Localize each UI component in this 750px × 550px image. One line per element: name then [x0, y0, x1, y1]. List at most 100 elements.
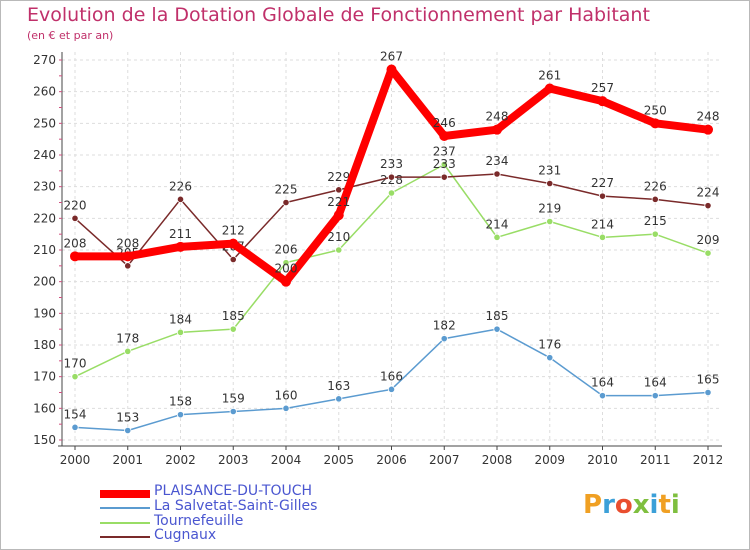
- data-point-salvetat: [124, 426, 132, 435]
- data-label-cugnaux: 229: [327, 170, 350, 184]
- data-point-cugnaux: [176, 195, 185, 203]
- legend-swatch-cugnaux: [100, 536, 150, 538]
- data-label-tournefeuille: 214: [591, 217, 614, 231]
- data-point-tournefeuille: [176, 328, 185, 336]
- data-label-cugnaux: 227: [591, 176, 614, 190]
- data-label-salvetat: 153: [116, 411, 139, 425]
- data-label-cugnaux: 220: [64, 198, 87, 212]
- data-label-salvetat: 166: [380, 369, 403, 383]
- data-label-tournefeuille: 185: [222, 309, 245, 323]
- data-point-plaisance: [70, 251, 80, 262]
- y-tick-label: 230: [33, 180, 56, 194]
- data-point-cugnaux: [704, 202, 712, 210]
- x-tick-label: 2011: [640, 453, 671, 467]
- data-label-tournefeuille: 215: [644, 214, 667, 228]
- data-point-salvetat: [651, 392, 659, 400]
- x-tick-label: 2002: [165, 453, 196, 467]
- data-point-plaisance: [650, 118, 661, 129]
- x-tick-label: 2012: [693, 453, 724, 467]
- data-point-cugnaux: [493, 170, 501, 178]
- data-point-salvetat: [493, 325, 501, 333]
- data-label-salvetat: 185: [486, 309, 509, 323]
- y-tick-label: 270: [33, 53, 56, 67]
- x-tick-label: 2006: [376, 453, 407, 467]
- data-label-plaisance: 250: [644, 103, 667, 117]
- data-label-cugnaux: 233: [380, 157, 403, 171]
- y-tick-label: 150: [33, 433, 56, 447]
- x-tick-label: 2010: [587, 453, 618, 467]
- data-label-cugnaux: 225: [275, 183, 298, 197]
- data-point-cugnaux: [71, 214, 79, 222]
- data-label-tournefeuille: 237: [433, 145, 456, 159]
- y-tick-label: 260: [33, 85, 56, 99]
- y-tick-label: 200: [33, 275, 56, 289]
- data-point-tournefeuille: [546, 217, 554, 226]
- data-label-salvetat: 163: [327, 379, 350, 393]
- legend-swatch-tournefeuille: [100, 522, 150, 524]
- y-tick-label: 170: [33, 370, 56, 384]
- data-point-cugnaux: [282, 198, 290, 207]
- data-point-plaisance: [281, 276, 291, 287]
- data-point-tournefeuille: [493, 233, 501, 241]
- legend-label-cugnaux: Cugnaux: [154, 527, 217, 543]
- data-label-tournefeuille: 219: [538, 202, 561, 216]
- data-label-salvetat: 154: [64, 407, 87, 421]
- legend-label-salvetat: La Salvetat-Saint-Gilles: [154, 498, 318, 514]
- data-point-salvetat: [282, 404, 290, 412]
- data-label-tournefeuille: 206: [275, 243, 298, 257]
- y-tick-label: 250: [33, 116, 56, 130]
- data-point-salvetat: [704, 388, 712, 397]
- data-label-plaisance: 257: [591, 81, 614, 95]
- data-point-plaisance: [386, 64, 397, 75]
- data-point-cugnaux: [229, 255, 237, 264]
- data-label-salvetat: 182: [433, 319, 456, 333]
- proxiti-logo: Proxiti: [583, 490, 680, 520]
- chart-title: Evolution de la Dotation Globale de Fonc…: [27, 4, 650, 26]
- data-label-salvetat: 158: [169, 395, 192, 409]
- y-tick-label: 180: [33, 338, 56, 352]
- data-label-cugnaux: 224: [697, 186, 720, 200]
- data-point-salvetat: [546, 354, 554, 362]
- y-tick-label: 240: [33, 148, 56, 162]
- data-point-plaisance: [492, 124, 502, 135]
- data-point-salvetat: [335, 395, 343, 403]
- data-label-cugnaux: 226: [644, 179, 667, 193]
- data-label-salvetat: 165: [697, 373, 720, 387]
- data-label-plaisance: 248: [697, 110, 720, 124]
- data-label-plaisance: 261: [538, 69, 561, 83]
- data-point-tournefeuille: [704, 249, 712, 257]
- data-label-cugnaux: 233: [433, 157, 456, 171]
- data-point-salvetat: [71, 423, 79, 431]
- x-tick-label: 2003: [218, 453, 249, 467]
- data-label-plaisance: 248: [486, 110, 509, 124]
- legend-label-plaisance: PLAISANCE-DU-TOUCH: [154, 483, 313, 499]
- data-point-salvetat: [387, 385, 396, 393]
- data-point-tournefeuille: [440, 160, 448, 169]
- x-tick-label: 2004: [271, 453, 302, 467]
- data-point-tournefeuille: [71, 373, 79, 381]
- data-label-tournefeuille: 210: [327, 230, 350, 244]
- x-tick-label: 2007: [429, 453, 460, 467]
- data-label-plaisance: 267: [380, 50, 403, 64]
- data-label-salvetat: 159: [222, 392, 245, 406]
- data-label-plaisance: 208: [116, 236, 139, 250]
- legend-label-tournefeuille: Tournefeuille: [154, 513, 244, 529]
- x-tick-label: 2005: [323, 453, 354, 467]
- data-label-salvetat: 160: [275, 388, 298, 402]
- data-point-cugnaux: [440, 173, 448, 181]
- data-label-plaisance: 211: [169, 227, 192, 241]
- data-point-tournefeuille: [229, 325, 237, 333]
- data-label-plaisance: 246: [433, 116, 456, 130]
- x-tick-label: 2009: [534, 453, 565, 467]
- data-point-salvetat: [176, 411, 185, 419]
- data-point-cugnaux: [546, 179, 554, 188]
- y-tick-label: 190: [33, 306, 56, 320]
- data-label-tournefeuille: 184: [169, 312, 192, 326]
- data-point-tournefeuille: [387, 189, 396, 197]
- data-point-tournefeuille: [282, 259, 290, 267]
- x-tick-label: 2001: [112, 453, 143, 467]
- y-tick-label: 160: [33, 401, 56, 415]
- data-label-plaisance: 212: [222, 224, 245, 238]
- data-point-plaisance: [703, 124, 713, 135]
- data-point-cugnaux: [387, 173, 396, 181]
